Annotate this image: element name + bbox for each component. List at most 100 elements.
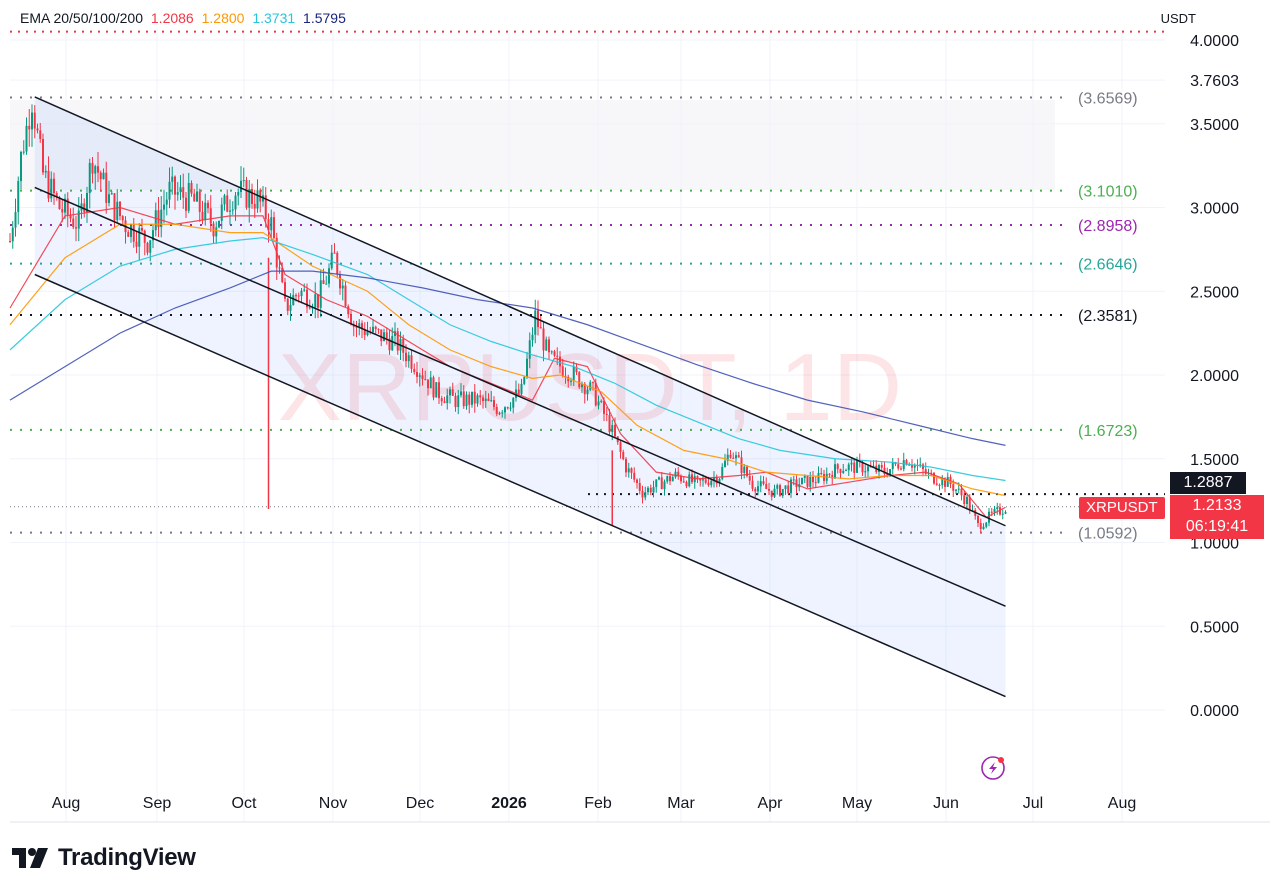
indicator-legend[interactable]: EMA 20/50/100/200 1.2086 1.2800 1.3731 1…	[20, 10, 350, 26]
candle-body	[768, 488, 770, 491]
candle-body	[751, 480, 754, 489]
candle-body	[685, 482, 688, 487]
candle-body	[872, 465, 875, 467]
candle-body	[781, 488, 784, 496]
candle-body	[407, 355, 410, 362]
candle-body	[240, 180, 242, 193]
candle-body	[185, 197, 187, 211]
candle-body	[270, 217, 273, 231]
candle-body	[919, 464, 922, 466]
candle-body	[264, 195, 267, 220]
candle-body	[435, 382, 438, 398]
candle-body	[498, 413, 501, 415]
candle-body	[886, 474, 889, 476]
candle-body	[99, 172, 102, 180]
candle-body	[669, 476, 671, 482]
candle-body	[968, 496, 971, 510]
candle-body	[638, 482, 641, 491]
candle-body	[284, 282, 286, 299]
candle-body	[952, 484, 955, 491]
time-tick-label: May	[842, 795, 872, 812]
candle-body	[108, 194, 110, 203]
time-axis[interactable]: Aug Sep Oct Nov Dec 2026 Feb Mar Apr May Jun Jul Aug	[52, 795, 1136, 812]
candle-body	[91, 162, 94, 174]
candle-body	[633, 472, 636, 480]
candle-body	[113, 193, 116, 221]
candle-body	[696, 476, 699, 479]
candle-body	[930, 472, 933, 474]
regression-channel-lines[interactable]	[34, 96, 1006, 698]
price-tick-label: 2.0000	[1190, 368, 1239, 385]
candle-body	[605, 413, 608, 416]
candle-body	[891, 462, 894, 470]
candle-body	[341, 285, 344, 289]
candle-body	[141, 227, 143, 231]
candle-body	[941, 478, 944, 486]
candle-body	[17, 181, 20, 213]
candle-body	[322, 280, 325, 284]
candle-body	[50, 178, 53, 199]
candle-body	[759, 481, 762, 487]
tradingview-logo[interactable]: TradingView	[12, 844, 196, 872]
candle-body	[468, 394, 471, 405]
candle-body	[372, 326, 374, 333]
candle-body	[963, 495, 966, 504]
candle-body	[674, 471, 677, 478]
candle-body	[715, 477, 718, 484]
candle-body	[237, 192, 240, 196]
candle-body	[611, 425, 614, 433]
candle-body	[223, 195, 226, 205]
candle-body	[176, 192, 179, 195]
candle-body	[495, 406, 498, 414]
candle-body	[977, 516, 979, 524]
candle-body	[9, 241, 11, 242]
candle-body	[83, 203, 86, 213]
candle-body	[20, 152, 22, 182]
price-tick-label: 3.0000	[1190, 201, 1239, 218]
candle-body	[454, 395, 457, 408]
candle-body	[487, 398, 490, 401]
time-tick-label: Aug	[1108, 795, 1136, 812]
candle-body	[770, 490, 773, 497]
candle-body	[449, 389, 451, 396]
candle-body	[735, 455, 737, 459]
time-tick-label: 2026	[491, 795, 527, 812]
channel-upper-line	[34, 96, 1006, 527]
time-tick-label: Jun	[933, 795, 959, 812]
channel-middle-line	[34, 186, 1006, 607]
price-tick-label: 3.5000	[1190, 117, 1239, 134]
candle-body	[171, 176, 174, 182]
ema-line	[9, 223, 1006, 497]
candle-body	[231, 209, 234, 211]
price-axis[interactable]: 4.0000 3.7603 3.5000 3.0000 2.5000 2.0000 1.50…	[1190, 33, 1239, 720]
time-tick-label: Feb	[584, 795, 612, 812]
candle-body	[44, 170, 47, 173]
candle-body	[795, 479, 798, 488]
candle-body	[850, 462, 853, 465]
candle-body	[391, 335, 394, 351]
candle-body	[413, 368, 416, 372]
candle-body	[779, 485, 781, 496]
candle-body	[911, 465, 913, 468]
symbol-tag: XRPUSDT	[1079, 497, 1165, 519]
price-tick-label: 2.5000	[1190, 284, 1239, 301]
candle-body	[889, 469, 891, 476]
candle-body	[575, 366, 578, 373]
channel-lower-line	[34, 273, 1006, 698]
candle-body	[787, 485, 790, 494]
lightning-icon[interactable]	[981, 756, 1005, 780]
horizontal-levels[interactable]: (3.6569) (3.1010) (2.8958) (2.6646) (2.3581)…	[10, 30, 1165, 543]
candle-body	[597, 401, 600, 406]
candle-body	[663, 481, 666, 490]
candle-body	[762, 481, 765, 484]
candle-body	[303, 289, 306, 291]
candle-body	[570, 380, 572, 382]
price-tick-label: 0.5000	[1190, 619, 1239, 636]
candle-body	[110, 193, 113, 195]
ema100-value: 1.3731	[252, 10, 296, 26]
candle-body	[784, 485, 787, 489]
candle-body	[564, 375, 567, 377]
candle-body	[803, 476, 806, 478]
candle-body	[308, 307, 311, 309]
